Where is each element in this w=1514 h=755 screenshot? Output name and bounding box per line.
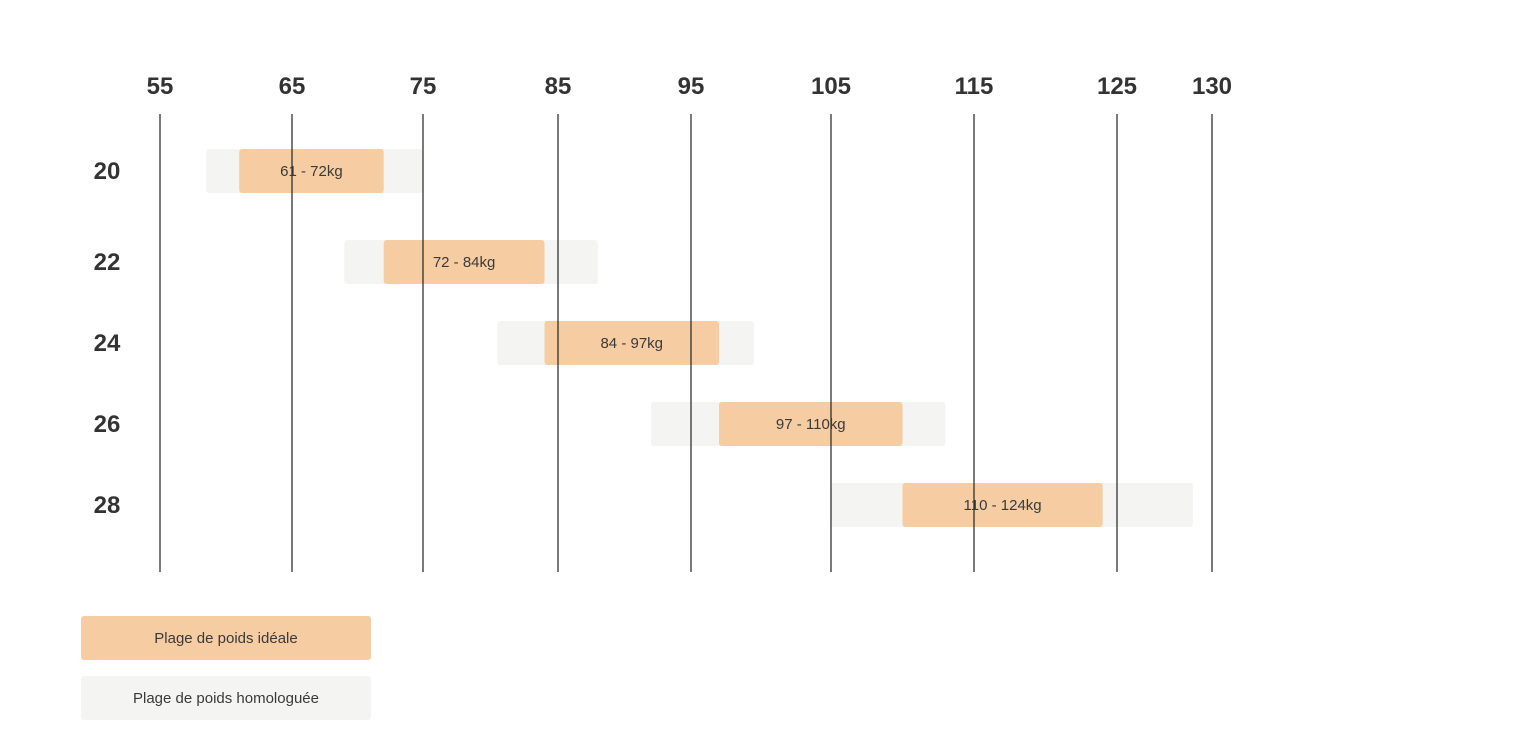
- x-tick-label: 95: [678, 73, 705, 100]
- ideal-range-bar: [544, 321, 719, 365]
- row-label: 22: [94, 249, 121, 276]
- x-tick-label: 115: [955, 73, 994, 100]
- ideal-range-bar: [383, 240, 545, 284]
- row-label: 24: [94, 330, 121, 357]
- x-tick-label: 65: [279, 73, 306, 100]
- row-label: 20: [94, 158, 121, 185]
- ideal-range-label: 72 - 84kg: [433, 254, 496, 271]
- legend-approved-range: Plage de poids homologuée: [81, 676, 371, 720]
- row-labels: 20 22 24 26 28: [94, 158, 121, 519]
- ideal-range-bar: [719, 402, 903, 446]
- x-tick-label: 55: [147, 73, 174, 100]
- ideal-range-label: 61 - 72kg: [280, 163, 343, 180]
- x-tick-label: 75: [410, 73, 437, 100]
- x-tick-label: 130: [1192, 73, 1232, 100]
- row-label: 28: [94, 492, 121, 519]
- range-bars: [206, 149, 1193, 527]
- ideal-range-label: 84 - 97kg: [600, 335, 663, 352]
- x-tick-label: 105: [811, 73, 851, 100]
- ideal-range-bar: [239, 149, 384, 193]
- bar-labels: 61 - 72kg 72 - 84kg 84 - 97kg 97 - 110kg 110…: [280, 163, 1041, 514]
- ideal-range-bar: [902, 483, 1103, 527]
- row-label: 26: [94, 411, 121, 438]
- grid-lines: [159, 114, 1213, 572]
- ideal-range-label: 97 - 110kg: [776, 416, 846, 433]
- ideal-range-label: 110 - 124kg: [964, 497, 1042, 514]
- x-tick-label: 125: [1097, 73, 1137, 100]
- weight-range-chart: 61 - 72kg 72 - 84kg 84 - 97kg 97 - 110kg 110…: [94, 73, 1232, 572]
- legend-ideal-range: Plage de poids idéale: [81, 616, 371, 660]
- x-tick-label: 85: [545, 73, 572, 100]
- x-axis-ticks: 55 65 75 85 95 105 115 125 130: [147, 73, 1232, 100]
